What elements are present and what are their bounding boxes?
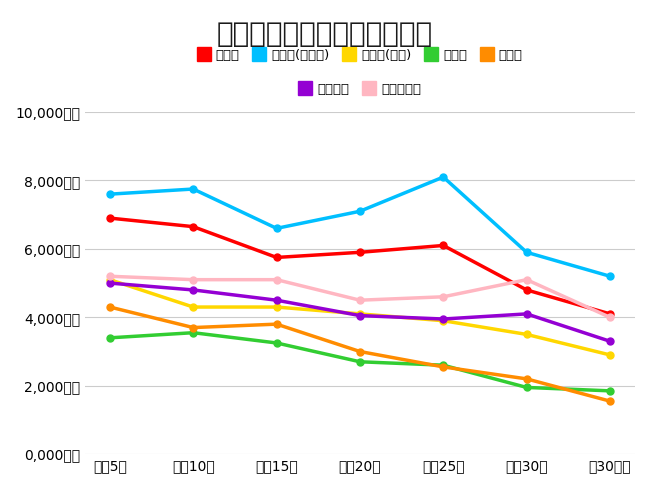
横浜・川崎 (106, 273, 114, 279)
千葉県 (106, 304, 114, 310)
神奈川県 (523, 311, 530, 317)
Line: 神奈川県: 神奈川県 (107, 280, 614, 345)
東京都(多摩) (273, 304, 281, 310)
横浜・川崎 (273, 277, 281, 283)
千葉県 (523, 376, 530, 382)
神奈川県 (189, 287, 197, 293)
東京都(都区部) (439, 174, 447, 180)
東京都(都区部) (189, 186, 197, 192)
横浜・川崎 (189, 277, 197, 283)
東京都(多摩) (189, 304, 197, 310)
千葉県 (273, 321, 281, 327)
東京都(多摩) (523, 331, 530, 337)
東京都 (189, 224, 197, 229)
Legend: 神奈川県, 横浜・川崎: 神奈川県, 横浜・川崎 (294, 78, 426, 101)
東京都(都区部) (523, 249, 530, 255)
横浜・川崎 (439, 294, 447, 300)
埼玉県 (606, 388, 614, 394)
東京都(多摩) (439, 318, 447, 324)
東京都(多摩) (356, 311, 364, 317)
神奈川県 (439, 316, 447, 322)
神奈川県 (273, 297, 281, 303)
埼玉県 (439, 362, 447, 368)
Line: 千葉県: 千葉県 (107, 304, 614, 405)
Line: 埼玉県: 埼玉県 (107, 329, 614, 394)
Line: 横浜・川崎: 横浜・川崎 (107, 273, 614, 321)
東京都 (606, 311, 614, 317)
東京都(多摩) (106, 277, 114, 283)
Text: 戸建て住宅の売却価格の相場: 戸建て住宅の売却価格の相場 (217, 20, 433, 47)
神奈川県 (356, 313, 364, 319)
埼玉県 (523, 385, 530, 390)
神奈川県 (606, 338, 614, 344)
東京都 (523, 287, 530, 293)
千葉県 (189, 325, 197, 330)
東京都(都区部) (606, 273, 614, 279)
横浜・川崎 (356, 297, 364, 303)
東京都 (356, 249, 364, 255)
東京都(都区部) (356, 208, 364, 214)
神奈川県 (106, 280, 114, 286)
横浜・川崎 (606, 314, 614, 320)
Line: 東京都(都区部): 東京都(都区部) (107, 174, 614, 280)
横浜・川崎 (523, 277, 530, 283)
Line: 東京都: 東京都 (107, 215, 614, 317)
東京都 (106, 215, 114, 221)
東京都 (273, 255, 281, 261)
東京都 (439, 243, 447, 248)
埼玉県 (189, 330, 197, 336)
埼玉県 (356, 359, 364, 365)
東京都(都区部) (273, 225, 281, 231)
東京都(都区部) (106, 191, 114, 197)
埼玉県 (106, 335, 114, 341)
東京都(多摩) (606, 352, 614, 358)
千葉県 (606, 398, 614, 404)
千葉県 (356, 348, 364, 354)
Line: 東京都(多摩): 東京都(多摩) (107, 276, 614, 358)
埼玉県 (273, 340, 281, 346)
千葉県 (439, 364, 447, 370)
